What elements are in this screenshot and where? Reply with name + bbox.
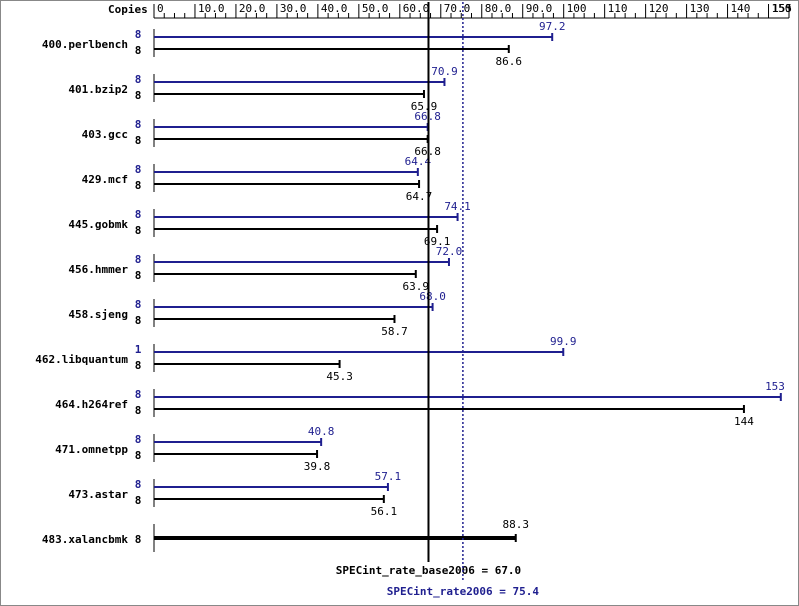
category-label: 458.sjeng [68,308,128,321]
copies-label: 8 [135,433,142,446]
value-label: 86.6 [496,55,523,68]
value-label: 68.0 [419,290,446,303]
copies-label: 8 [135,224,142,237]
copies-label: 8 [135,533,142,546]
copies-label: 8 [135,298,142,311]
copies-label: 8 [135,388,142,401]
category-label: 429.mcf [82,173,128,186]
copies-label: 8 [135,179,142,192]
value-label: 70.9 [431,65,458,78]
x-tick-label: 0 [157,2,164,15]
copies-label: 8 [135,359,142,372]
category-label: 456.hmmer [68,263,128,276]
value-label: 39.8 [304,460,331,473]
value-label: 57.1 [375,470,402,483]
copies-label: 8 [135,314,142,327]
x-tick-label: 10.0 [198,2,225,15]
copies-label: 8 [135,89,142,102]
copies-label: 8 [135,208,142,221]
category-label: 473.astar [68,488,128,501]
category-label: 462.libquantum [35,353,128,366]
x-tick-label: 130 [690,2,710,15]
value-label: 64.4 [405,155,432,168]
value-label: 69.1 [424,235,451,248]
copies-label: 8 [135,73,142,86]
category-label: 400.perlbench [42,38,128,51]
copies-label: 8 [135,44,142,57]
copies-label: 8 [135,118,142,131]
x-tick-label: 140 [731,2,751,15]
value-label: 64.7 [406,190,433,203]
x-tick-label: 100 [567,2,587,15]
category-label: 445.gobmk [68,218,128,231]
value-label: 58.7 [381,325,408,338]
value-label: 74.1 [444,200,471,213]
x-tick-label: 155 [772,2,792,15]
value-label: 88.3 [502,518,529,531]
value-label: 40.8 [308,425,335,438]
category-label: 464.h264ref [55,398,128,411]
axis-label: Copies [108,3,148,16]
category-label: 483.xalancbmk [42,533,128,546]
copies-label: 8 [135,253,142,266]
x-tick-label: 20.0 [239,2,266,15]
x-tick-label: 120 [649,2,669,15]
value-label: 56.1 [371,505,398,518]
copies-label: 8 [135,269,142,282]
value-label: 45.3 [326,370,353,383]
value-label: 144 [734,415,754,428]
x-tick-label: 40.0 [321,2,348,15]
x-tick-label: 110 [608,2,628,15]
value-label: 153 [765,380,785,393]
x-tick-label: 30.0 [280,2,307,15]
copies-label: 1 [135,343,142,356]
value-label: 99.9 [550,335,577,348]
reference-label: SPECint_rate2006 = 75.4 [387,585,540,598]
value-label: 72.0 [436,245,463,258]
reference-label: SPECint_rate_base2006 = 67.0 [336,564,521,577]
value-label: 63.9 [403,280,430,293]
x-tick-label: 150 [772,2,792,15]
copies-label: 8 [135,134,142,147]
x-tick-label: 80.0 [485,2,512,15]
value-label: 65.9 [411,100,438,113]
x-tick-label: 90.0 [526,2,553,15]
copies-label: 8 [135,163,142,176]
category-label: 403.gcc [82,128,128,141]
copies-label: 8 [135,494,142,507]
category-label: 401.bzip2 [68,83,128,96]
value-label: 97.2 [539,20,566,33]
category-label: 471.omnetpp [55,443,128,456]
copies-label: 8 [135,404,142,417]
copies-label: 8 [135,478,142,491]
x-tick-label: 70.0 [444,2,471,15]
x-tick-label: 60.0 [403,2,430,15]
x-tick-label: 50.0 [362,2,389,15]
copies-label: 8 [135,28,142,41]
copies-label: 8 [135,449,142,462]
